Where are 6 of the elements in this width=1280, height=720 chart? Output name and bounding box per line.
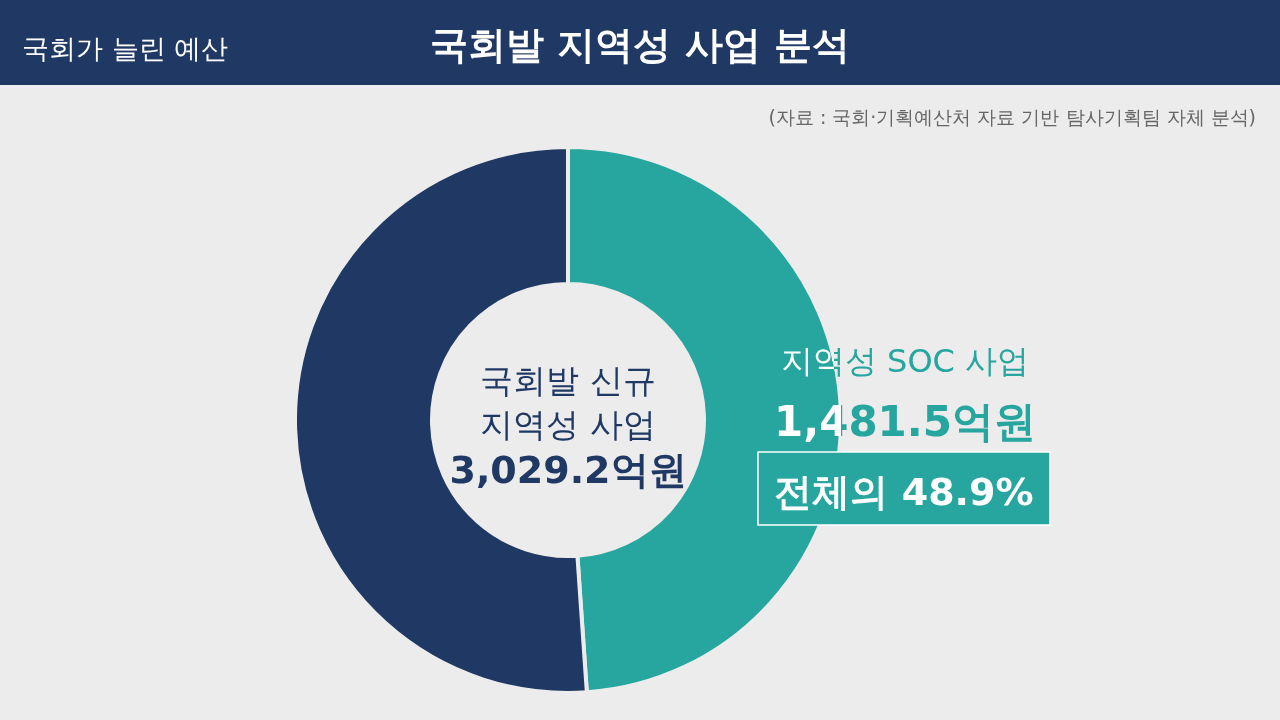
data-label: 전체의 48.9%: [774, 470, 1034, 514]
chart-title: 국회발 지역성 사업 분석: [430, 23, 850, 67]
text: 국회발 신규 지역성 사업: [480, 361, 656, 444]
chart-subtitle: 국회가 늘린 예산: [22, 33, 229, 64]
text: (자료 : 국회·기획예산처 자료 기반 탐사기획팀 자체 분석): [768, 106, 1256, 128]
text: 3,029.2억원: [449, 448, 687, 492]
